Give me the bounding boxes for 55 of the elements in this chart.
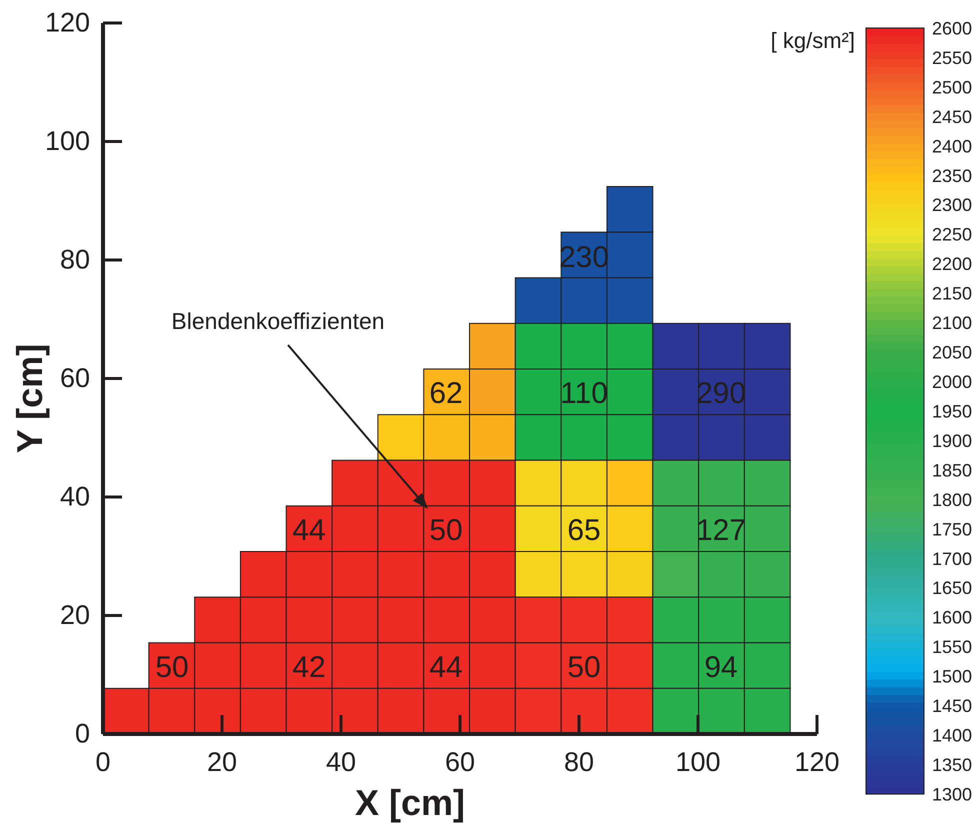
color-bar-label: 2200 xyxy=(932,254,972,274)
annotation: Blendenkoeffizienten xyxy=(171,308,385,334)
x-tick-label: 60 xyxy=(444,747,476,778)
annotation: 94 xyxy=(704,650,738,684)
annotation: 44 xyxy=(429,650,463,684)
x-tick-label: 80 xyxy=(564,747,594,778)
color-bar-label: 1750 xyxy=(932,519,972,540)
y-axis-title: Y [cm] xyxy=(9,344,50,454)
color-bar-label: 1600 xyxy=(932,608,972,628)
y-tick-label: 120 xyxy=(44,8,90,38)
color-bar-label: 2300 xyxy=(932,195,972,216)
x-axis-title: X [cm] xyxy=(354,782,466,823)
color-bar-label: 1450 xyxy=(932,696,972,716)
x-tick-label: 0 xyxy=(95,747,111,778)
color-bar-label: 2500 xyxy=(932,77,972,98)
color-bar-label: 2100 xyxy=(932,313,972,334)
color-bar-title: [ kg/sm²] xyxy=(770,28,855,53)
annotation: 50 xyxy=(155,650,189,684)
annotation: 42 xyxy=(292,650,326,684)
color-bar-label: 1700 xyxy=(932,548,972,569)
annotation: 44 xyxy=(292,514,326,547)
color-bar-label: 2600 xyxy=(932,18,972,38)
color-bar-label: 1500 xyxy=(932,666,972,687)
annotation: 50 xyxy=(429,514,463,547)
color-bar-label: 1350 xyxy=(932,755,972,776)
x-tick-label: 20 xyxy=(206,747,238,778)
annotation: 65 xyxy=(567,514,601,547)
color-bar-label: 1800 xyxy=(932,490,972,510)
annotation: 110 xyxy=(560,376,608,410)
color-bar-label: 2450 xyxy=(932,106,972,127)
color-bar-label: 1300 xyxy=(932,784,972,804)
color-bar-label: 2550 xyxy=(932,48,972,68)
color-bar-label: 2150 xyxy=(932,284,972,304)
x-tick-label: 120 xyxy=(794,747,840,778)
color-bar-label: 2000 xyxy=(932,372,972,392)
x-tick-label: 40 xyxy=(326,747,356,778)
color-bar-label: 2250 xyxy=(932,224,972,245)
annotation: 50 xyxy=(567,650,601,684)
color-bar-label: 1400 xyxy=(932,726,972,746)
y-tick-label: 100 xyxy=(44,126,90,156)
y-tick-label: 20 xyxy=(60,600,90,630)
y-tick-label: 80 xyxy=(60,244,90,275)
color-bar-label: 1900 xyxy=(932,430,972,451)
color-bar-label: 1950 xyxy=(932,401,972,422)
x-tick-label: 100 xyxy=(675,747,721,778)
color-bar-label: 2050 xyxy=(932,342,972,363)
color-bar-label: 1550 xyxy=(932,637,972,658)
y-tick-label: 60 xyxy=(60,363,90,394)
color-bar-label: 1650 xyxy=(932,578,972,598)
color-bar-label: 2400 xyxy=(932,136,972,156)
y-tick-label: 40 xyxy=(60,482,90,512)
annotation: 62 xyxy=(429,376,463,410)
y-tick-label: 0 xyxy=(74,718,90,749)
color-bar-label: 2350 xyxy=(932,166,972,186)
color-bar-label: 1850 xyxy=(932,460,972,480)
